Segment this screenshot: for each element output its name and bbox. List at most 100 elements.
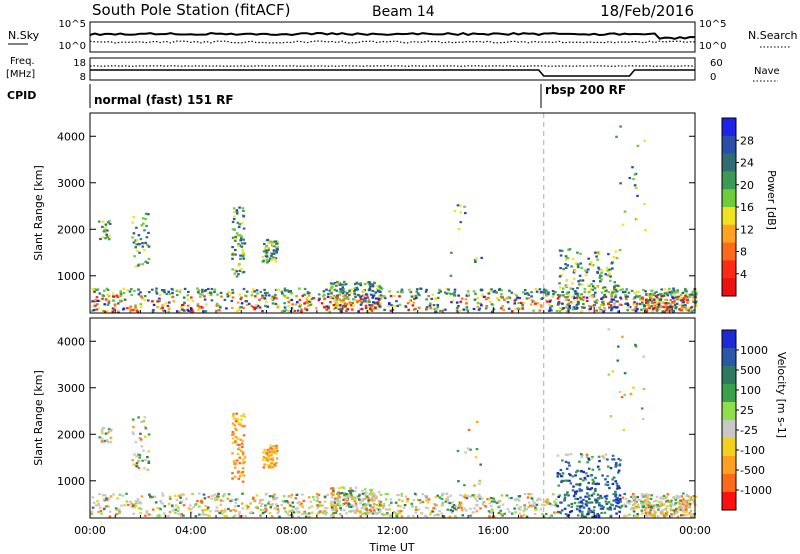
range-cell bbox=[339, 507, 342, 510]
range-cell bbox=[673, 297, 677, 300]
range-cell bbox=[580, 266, 583, 269]
range-cell bbox=[216, 509, 219, 513]
range-cell bbox=[410, 295, 414, 298]
range-cell bbox=[374, 301, 377, 304]
range-cell bbox=[365, 506, 368, 509]
range-cell bbox=[240, 237, 243, 240]
range-cell bbox=[601, 301, 604, 304]
range-cell bbox=[603, 293, 606, 297]
range-cell bbox=[136, 498, 140, 501]
range-cell bbox=[686, 298, 689, 301]
range-cell bbox=[625, 302, 629, 305]
range-cell bbox=[270, 297, 273, 300]
range-cell bbox=[615, 482, 619, 485]
range-cell bbox=[493, 500, 496, 503]
range-cell bbox=[267, 455, 271, 458]
range-cell bbox=[567, 299, 570, 302]
range-cell bbox=[104, 432, 108, 435]
range-cell bbox=[603, 495, 607, 498]
range-cell bbox=[351, 509, 354, 512]
range-cell bbox=[678, 495, 682, 498]
range-cell bbox=[103, 439, 107, 442]
range-cell bbox=[389, 309, 393, 312]
x-tick-label: 00:00 bbox=[679, 524, 711, 537]
range-cell bbox=[134, 500, 138, 503]
range-cell bbox=[296, 502, 300, 505]
range-cell bbox=[671, 290, 674, 293]
range-cell bbox=[273, 498, 276, 501]
range-cell bbox=[428, 304, 432, 307]
range-cell bbox=[137, 502, 141, 505]
range-cell bbox=[490, 310, 494, 313]
range-cell bbox=[570, 295, 574, 298]
range-cell bbox=[445, 287, 449, 290]
range-cell bbox=[234, 514, 237, 517]
range-cell bbox=[243, 424, 246, 427]
range-cell bbox=[259, 514, 262, 517]
range-cell bbox=[237, 504, 240, 508]
range-cell bbox=[646, 497, 650, 500]
range-cell bbox=[535, 290, 539, 293]
range-cell bbox=[276, 496, 279, 499]
range-cell bbox=[347, 493, 350, 496]
range-cell bbox=[301, 506, 305, 509]
range-cell bbox=[159, 501, 163, 504]
range-cell bbox=[194, 515, 198, 518]
range-cell bbox=[517, 507, 521, 510]
range-cell bbox=[98, 292, 102, 295]
range-cell bbox=[221, 495, 225, 498]
range-cell bbox=[266, 291, 269, 294]
range-cell bbox=[332, 511, 336, 515]
range-cell bbox=[389, 498, 393, 501]
range-cell bbox=[342, 283, 345, 286]
range-cell bbox=[209, 293, 213, 297]
range-cell bbox=[268, 466, 271, 469]
range-cell bbox=[266, 450, 270, 453]
range-cell bbox=[574, 497, 577, 500]
range-cell bbox=[382, 502, 386, 505]
range-cell bbox=[599, 274, 602, 277]
range-cell bbox=[241, 467, 245, 470]
range-cell bbox=[564, 263, 567, 266]
range-cell bbox=[466, 447, 470, 450]
range-cell bbox=[571, 257, 575, 261]
range-cell bbox=[127, 503, 130, 506]
range-cell bbox=[355, 281, 359, 284]
range-cell bbox=[102, 294, 105, 297]
colorbar-tick-label: 1000 bbox=[740, 344, 768, 357]
colorbar-swatch bbox=[722, 260, 736, 279]
range-cell bbox=[182, 296, 186, 299]
range-cell bbox=[233, 441, 237, 444]
range-cell bbox=[398, 303, 402, 306]
range-cell bbox=[453, 210, 457, 213]
range-cell bbox=[337, 281, 341, 284]
range-cell bbox=[92, 305, 96, 308]
range-cell bbox=[611, 370, 614, 373]
range-cell bbox=[665, 511, 669, 514]
range-cell bbox=[102, 441, 106, 444]
range-cell bbox=[246, 505, 250, 508]
range-cell bbox=[414, 307, 417, 310]
range-cell bbox=[104, 226, 108, 229]
range-cell bbox=[358, 498, 361, 501]
range-cell bbox=[152, 308, 155, 312]
range-cell bbox=[600, 271, 603, 274]
range-cell bbox=[482, 295, 486, 298]
range-cell bbox=[325, 507, 329, 510]
range-cell bbox=[131, 459, 134, 462]
range-cell bbox=[96, 288, 100, 291]
range-cell bbox=[598, 460, 601, 463]
range-cell bbox=[262, 466, 266, 469]
range-cell bbox=[588, 501, 591, 504]
range-cell bbox=[133, 503, 136, 506]
range-cell bbox=[311, 511, 314, 514]
range-cell bbox=[244, 515, 248, 518]
colorbar-tick-label: -500 bbox=[740, 464, 765, 477]
range-cell bbox=[556, 472, 560, 475]
range-cell bbox=[568, 248, 572, 251]
range-cell bbox=[599, 309, 602, 312]
range-cell bbox=[353, 511, 356, 514]
range-cell bbox=[379, 509, 382, 512]
range-cell bbox=[463, 484, 466, 487]
range-cell bbox=[237, 273, 240, 276]
